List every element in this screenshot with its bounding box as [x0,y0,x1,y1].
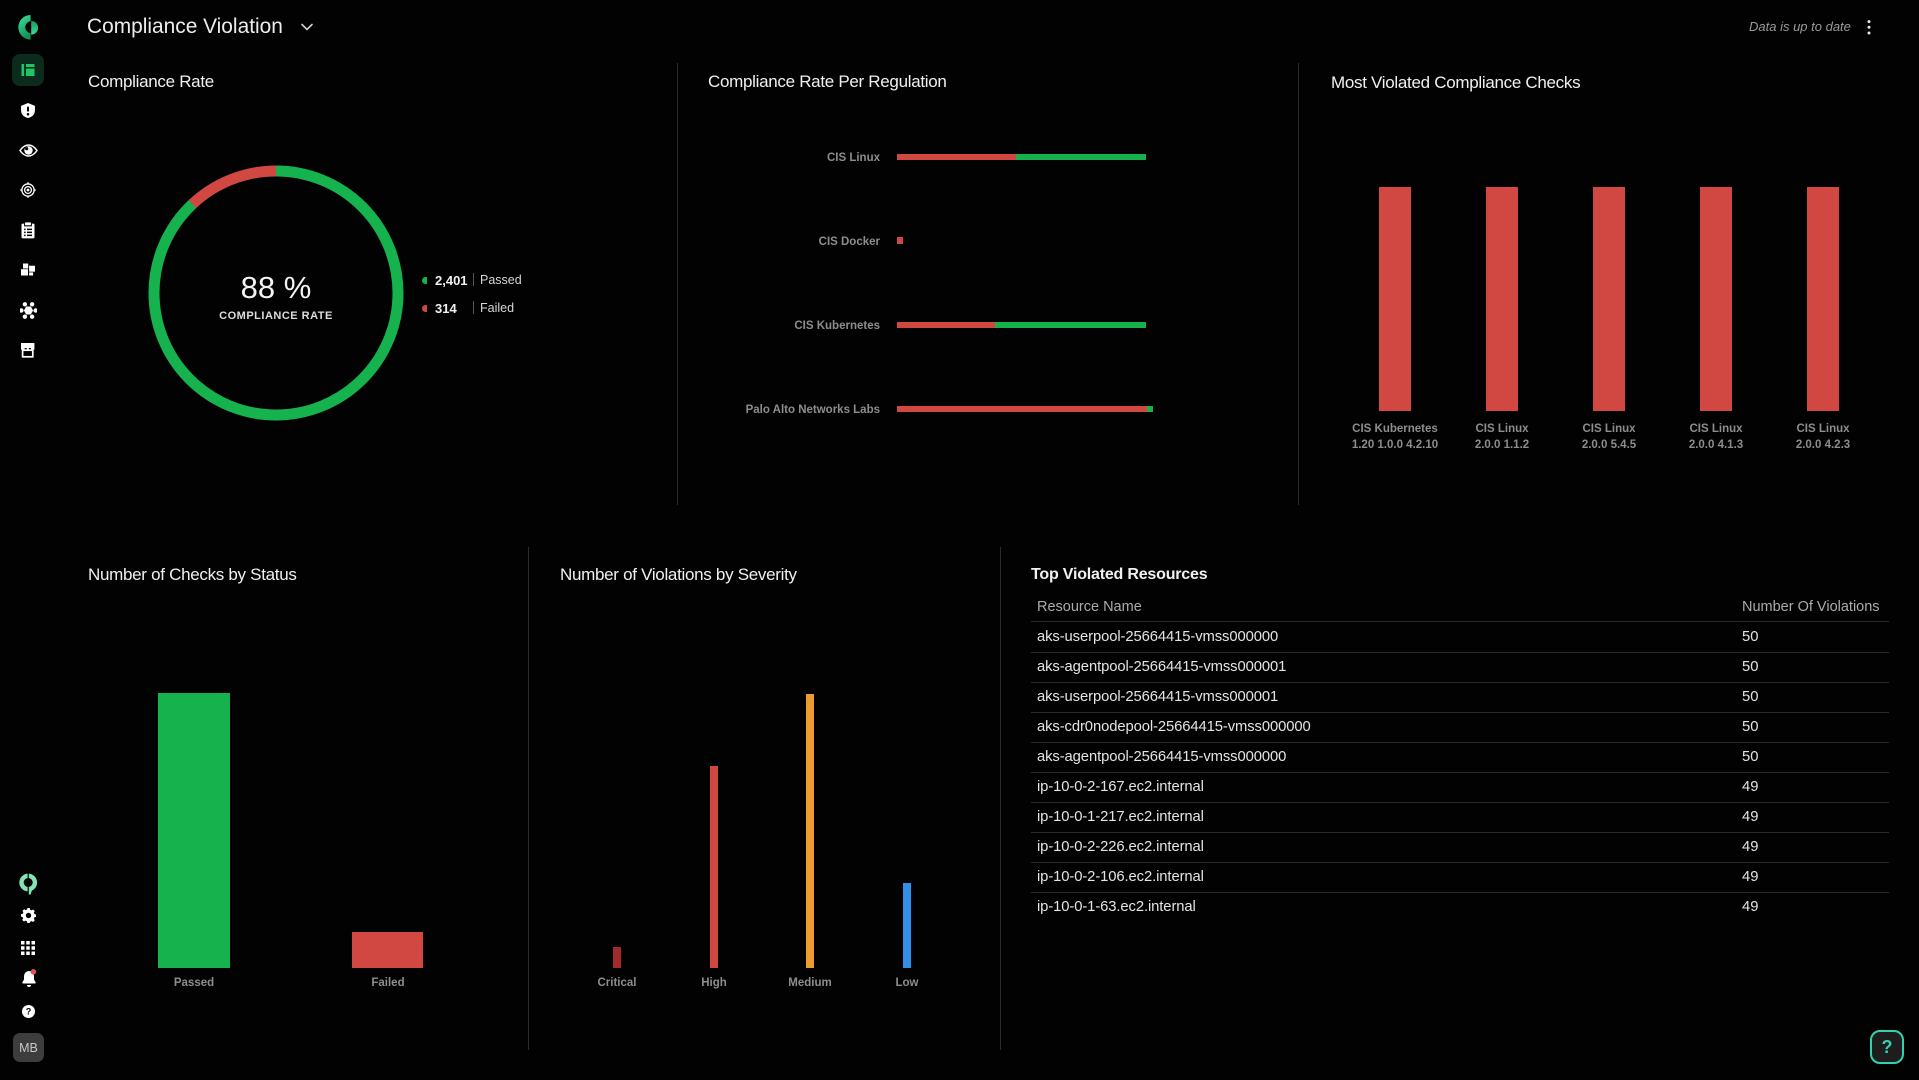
svg-text:?: ? [26,1007,32,1017]
